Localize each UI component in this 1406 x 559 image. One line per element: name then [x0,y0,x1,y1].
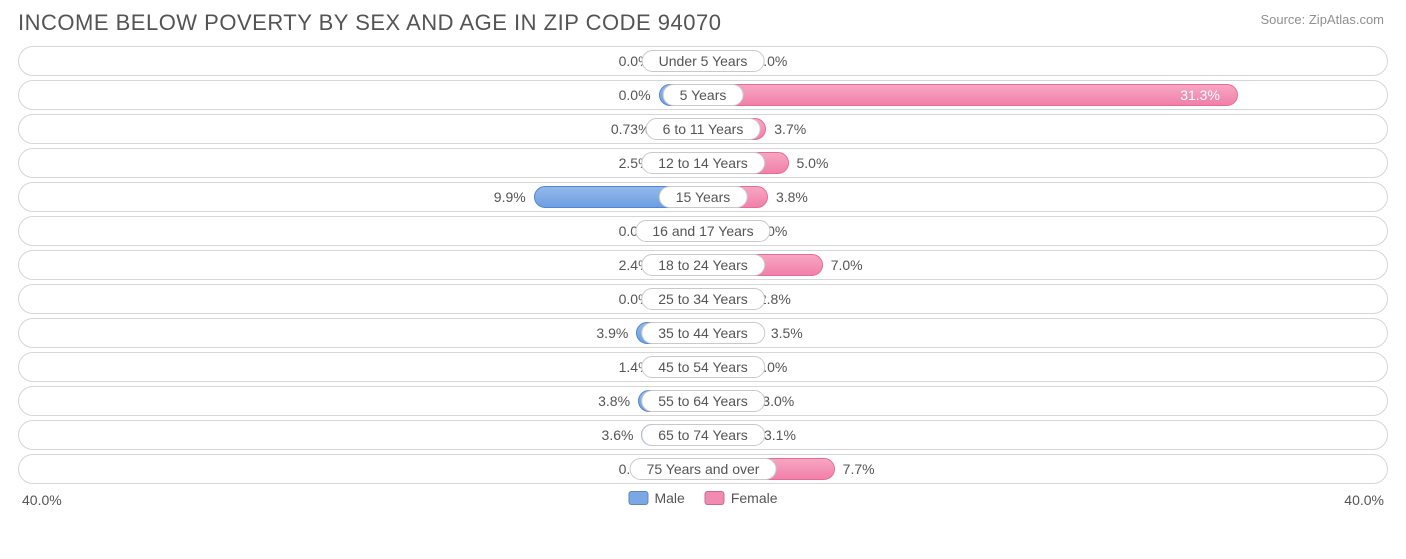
chart-row: 0.0%0.0%16 and 17 Years [18,216,1388,246]
chart-row: 3.6% 3.1%65 to 74 Years [18,420,1388,450]
age-category-label: 16 and 17 Years [635,220,770,242]
female-value-label: 3.8% [776,189,808,205]
female-bar [703,84,1238,106]
age-category-label: 25 to 34 Years [641,288,765,310]
chart-footer: 40.0% Male Female 40.0% [18,490,1388,514]
female-value-label: 3.5% [771,325,803,341]
male-swatch-icon [628,491,648,505]
legend-male: Male [628,490,684,506]
age-category-label: 5 Years [663,84,744,106]
chart-row: 1.4%2.0%45 to 54 Years [18,352,1388,382]
female-value-label: 3.1% [764,427,796,443]
chart-row: 9.9% 3.8% 15 Years [18,182,1388,212]
chart-title: INCOME BELOW POVERTY BY SEX AND AGE IN Z… [18,10,1388,36]
age-category-label: Under 5 Years [642,50,765,72]
female-value-label: 3.7% [774,121,806,137]
female-value-label: 7.7% [843,461,875,477]
female-value-label: 3.0% [762,393,794,409]
legend-female: Female [705,490,778,506]
age-category-label: 18 to 24 Years [641,254,765,276]
age-category-label: 55 to 64 Years [641,390,765,412]
legend-female-label: Female [731,490,778,506]
axis-max-left: 40.0% [22,492,62,508]
male-value-label: 0.0% [619,87,651,103]
female-swatch-icon [705,491,725,505]
male-value-label: 3.8% [598,393,630,409]
chart-row: 0.0%2.8%25 to 34 Years [18,284,1388,314]
age-category-label: 6 to 11 Years [646,118,761,140]
age-category-label: 15 Years [659,186,748,208]
age-category-label: 35 to 44 Years [641,322,765,344]
male-value-label: 9.9% [494,189,526,205]
age-category-label: 12 to 14 Years [641,152,765,174]
age-category-label: 75 Years and over [630,458,777,480]
legend-male-label: Male [654,490,684,506]
chart-row: 2.4%7.0%18 to 24 Years [18,250,1388,280]
chart-row: 0.73% 3.7% 6 to 11 Years [18,114,1388,144]
chart-row: 2.5%5.0%12 to 14 Years [18,148,1388,178]
source-attribution: Source: ZipAtlas.com [1260,12,1384,27]
male-value-label: 3.9% [596,325,628,341]
axis-max-right: 40.0% [1344,492,1384,508]
male-value-label: 3.6% [602,427,634,443]
female-value-label: 31.3% [1180,87,1220,103]
legend: Male Female [628,490,777,506]
female-value-label: 5.0% [797,155,829,171]
poverty-chart: 0.0%0.0%Under 5 Years 0.0% 31.3% 5 Years 0.7… [18,46,1388,484]
female-value-label: 7.0% [831,257,863,273]
chart-row: 3.8% 3.0%55 to 64 Years [18,386,1388,416]
age-category-label: 45 to 54 Years [641,356,765,378]
chart-row: 0.0%7.7%75 Years and over [18,454,1388,484]
chart-row: 0.0%0.0%Under 5 Years [18,46,1388,76]
male-value-label: 0.73% [611,121,651,137]
age-category-label: 65 to 74 Years [641,424,765,446]
chart-row: 0.0% 31.3% 5 Years [18,80,1388,110]
chart-row: 3.9% 3.5% 35 to 44 Years [18,318,1388,348]
